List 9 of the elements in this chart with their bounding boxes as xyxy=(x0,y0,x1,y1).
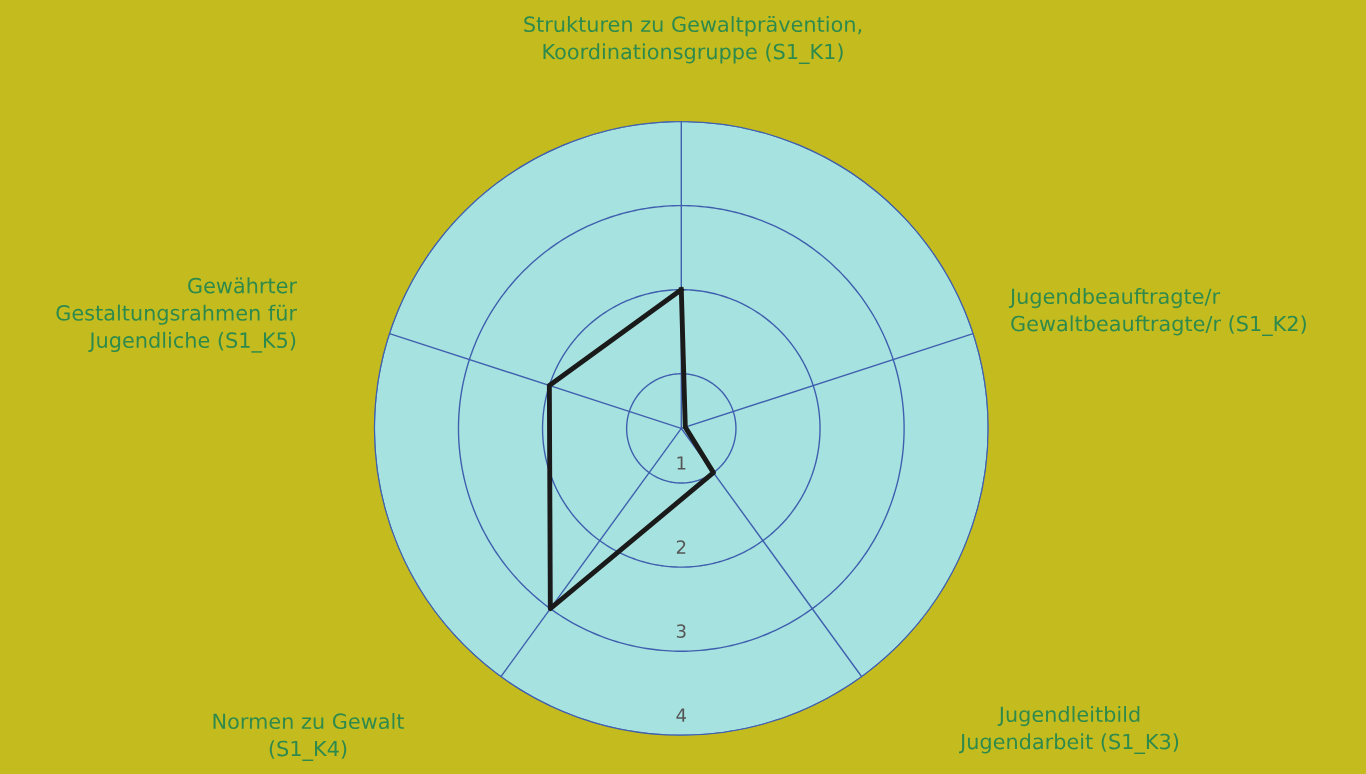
spoke-label: Gewährter Gestaltungsrahmen für Jugendliche (S1_K5) xyxy=(56,277,298,353)
y-tick-label: 2 xyxy=(676,540,686,554)
y-tick-label: 1 xyxy=(677,456,686,470)
y-tick-label: 4 xyxy=(676,708,687,722)
y-tick-label: 3 xyxy=(676,624,686,638)
spoke-label: Jugendbeauftragte/r Gewaltbeauftragte/r (S1_K2) xyxy=(1008,287,1306,337)
spoke-label: Strukturen zu Gewaltprävention, Koordinationsgruppe (S1_K1) xyxy=(524,15,862,65)
spoke-label: Normen zu Gewalt (S1_K4) xyxy=(213,712,404,762)
spoke-label: Jugendleitbild Jugendarbeit (S1_K3) xyxy=(959,705,1179,755)
